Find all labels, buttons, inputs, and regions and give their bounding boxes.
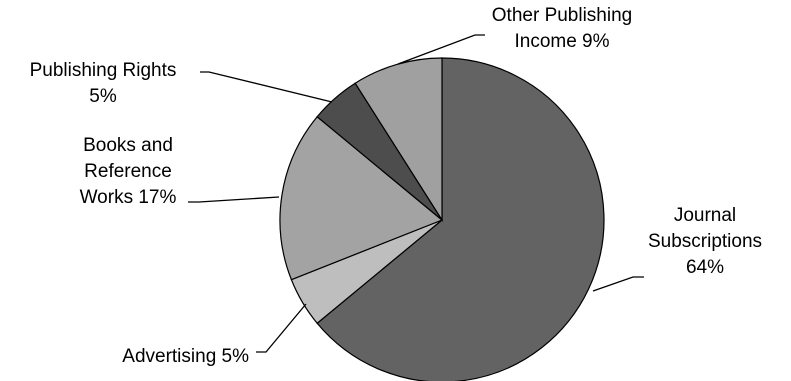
slice-label-line: 5%	[89, 86, 117, 107]
leader-line-other-publishing-income	[397, 34, 485, 65]
slice-label-line: Books and	[83, 135, 173, 156]
pie-slice-books-and-reference-works	[279, 115, 444, 281]
slice-label-journal-subscriptions: Journal Subscriptions 64%	[648, 205, 762, 278]
leader-line-publishing-rights	[200, 71, 333, 103]
leader-lines	[188, 34, 644, 353]
slice-label-line: Journal	[674, 205, 736, 226]
slice-label-line: Income 9%	[514, 31, 609, 52]
slice-label-line: 64%	[686, 257, 724, 278]
leader-line-advertising	[256, 303, 307, 353]
slice-label-books-and-reference-works: Books and Reference Works 17%	[80, 135, 177, 208]
slice-label-line: Publishing Rights	[30, 60, 177, 81]
slice-label-line: Reference	[84, 161, 172, 182]
pie-slice-journal-subscriptions	[316, 57, 605, 381]
slice-label-line: Works 17%	[80, 187, 177, 208]
slice-label-line: Subscriptions	[648, 231, 762, 252]
slice-label-line: Advertising 5%	[122, 346, 249, 367]
slice-label-other-publishing-income: Other Publishing Income 9%	[492, 5, 632, 52]
slice-label-line: Other Publishing	[492, 5, 632, 26]
slice-label-advertising: Advertising 5%	[122, 346, 249, 367]
leader-line-books-and-reference-works	[188, 196, 280, 203]
slice-label-publishing-rights: Publishing Rights 5%	[30, 60, 177, 107]
pie-slice-other-publishing-income	[354, 57, 443, 223]
leader-line-journal-subscriptions	[592, 276, 644, 292]
slice-labels: Journal Subscriptions 64% Advertising 5% Boo…	[30, 5, 762, 367]
pie-slices	[279, 57, 605, 381]
